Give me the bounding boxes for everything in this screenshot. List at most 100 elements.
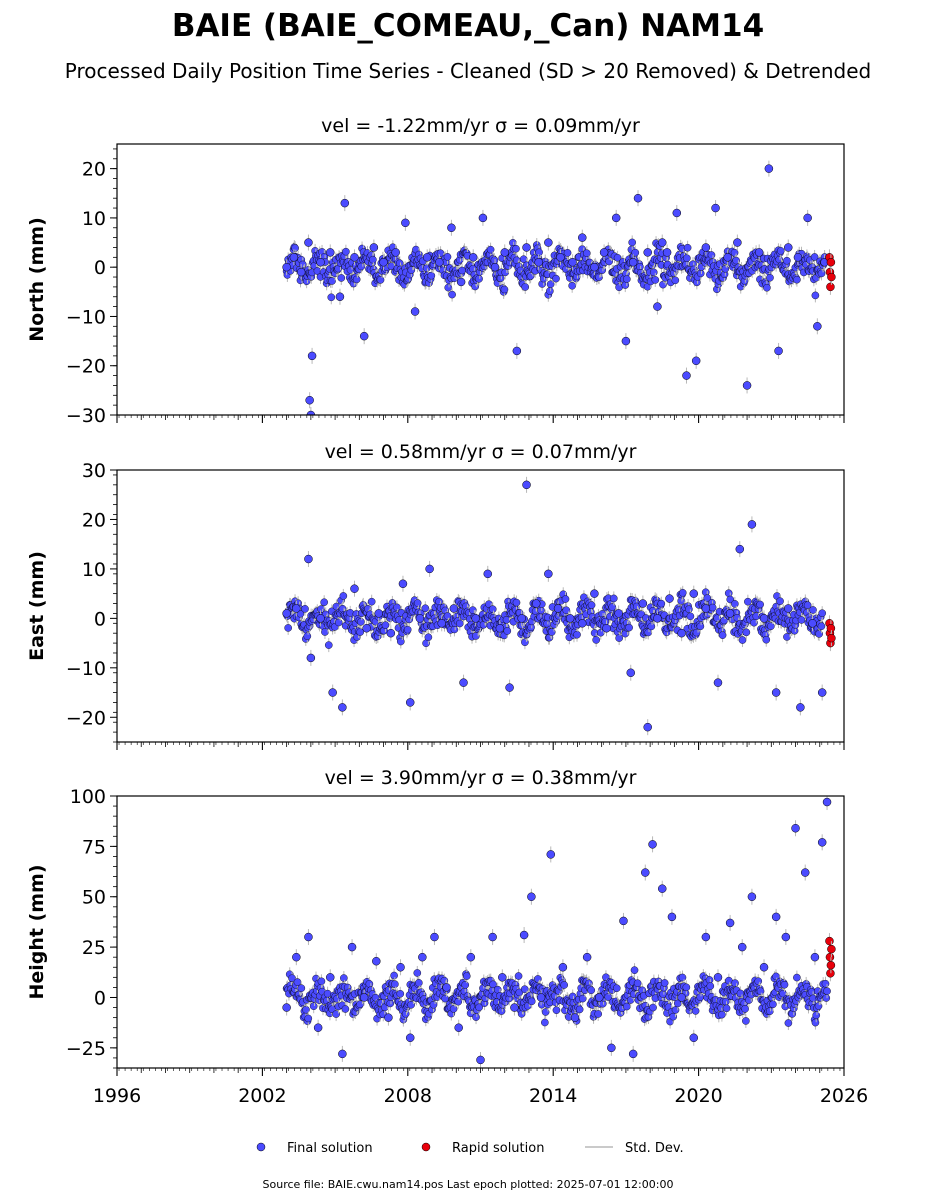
final-point — [357, 262, 366, 271]
final-point — [735, 544, 745, 554]
final-point — [561, 595, 570, 603]
final-point — [328, 277, 336, 285]
final-point — [309, 1002, 318, 1011]
rapid-series — [825, 933, 836, 982]
final-point — [575, 1005, 584, 1014]
final-point — [696, 993, 705, 1001]
final-point — [707, 251, 716, 259]
final-point — [461, 981, 470, 989]
final-point — [683, 254, 691, 262]
final-point — [625, 623, 633, 632]
final-point — [447, 223, 456, 233]
final-point — [455, 619, 464, 628]
rapid-point — [827, 272, 836, 282]
final-point — [609, 594, 618, 603]
final-point — [689, 1033, 699, 1043]
final-point — [340, 974, 348, 982]
final-series — [282, 796, 832, 1068]
final-point — [649, 268, 658, 277]
final-point — [517, 614, 526, 623]
final-point — [536, 993, 546, 1002]
final-point — [796, 703, 805, 712]
final-point — [531, 599, 541, 608]
final-point — [292, 604, 301, 613]
final-point — [737, 942, 747, 952]
final-point — [413, 969, 422, 977]
final-point — [742, 1017, 750, 1025]
final-point — [811, 1018, 820, 1027]
final-point — [602, 624, 611, 633]
final-point — [444, 283, 453, 292]
final-point — [665, 594, 674, 603]
final-point — [519, 255, 528, 263]
final-point — [472, 1013, 480, 1021]
final-point — [658, 884, 667, 893]
final-point — [357, 618, 365, 626]
final-point — [512, 598, 521, 607]
rapid-point — [827, 633, 836, 643]
final-point — [615, 634, 623, 642]
chart-panel: vel = -1.22mm/yr σ = 0.09mm/yr North (mm)… — [26, 115, 845, 427]
final-point — [490, 256, 499, 264]
final-point — [653, 614, 662, 623]
final-point — [718, 631, 727, 639]
final-point — [817, 838, 827, 847]
final-point — [657, 599, 666, 608]
final-point — [328, 688, 337, 697]
final-point — [415, 979, 423, 987]
final-point — [552, 1006, 561, 1014]
rapid-point — [826, 258, 836, 267]
figure-subtitle: Processed Daily Position Time Series - C… — [65, 59, 871, 83]
final-point — [396, 990, 405, 998]
final-point — [512, 244, 520, 253]
final-point — [747, 520, 757, 529]
final-point — [565, 614, 575, 623]
y-tick-label: 20 — [82, 509, 106, 531]
final-point — [608, 603, 617, 611]
final-point — [338, 703, 347, 712]
final-point — [435, 258, 444, 267]
final-point — [335, 292, 345, 301]
final-point — [780, 980, 789, 989]
final-point — [683, 243, 692, 252]
final-point — [313, 1023, 323, 1032]
final-point — [644, 628, 653, 637]
final-point — [341, 1005, 350, 1013]
final-point — [793, 275, 801, 284]
final-point — [421, 604, 430, 613]
final-point — [415, 614, 425, 623]
final-point — [822, 797, 832, 807]
final-point — [793, 973, 801, 982]
final-series — [282, 476, 827, 736]
final-point — [448, 290, 456, 299]
final-point — [337, 274, 346, 282]
final-point — [520, 985, 529, 993]
final-point — [459, 678, 468, 687]
final-point — [611, 213, 621, 223]
final-point — [821, 979, 830, 988]
final-point — [425, 564, 434, 574]
final-point — [686, 612, 695, 621]
panel-title: vel = 0.58mm/yr σ = 0.07mm/yr — [325, 441, 637, 463]
final-point — [339, 592, 348, 600]
final-point — [436, 249, 445, 258]
final-point — [483, 569, 493, 579]
final-point — [810, 253, 819, 261]
final-point — [711, 203, 720, 213]
y-tick-label: 10 — [82, 208, 106, 230]
final-point — [771, 912, 781, 922]
final-point — [754, 248, 764, 257]
final-point — [732, 256, 740, 265]
final-point — [604, 993, 613, 1001]
final-point — [721, 264, 730, 273]
final-point — [521, 283, 530, 291]
final-point — [781, 932, 791, 942]
final-point — [546, 850, 556, 859]
final-point — [791, 823, 800, 833]
final-point — [396, 963, 405, 972]
final-point — [810, 952, 820, 962]
final-point — [612, 984, 621, 992]
final-point — [332, 1010, 340, 1018]
final-point — [590, 262, 599, 272]
final-point — [814, 1002, 823, 1010]
